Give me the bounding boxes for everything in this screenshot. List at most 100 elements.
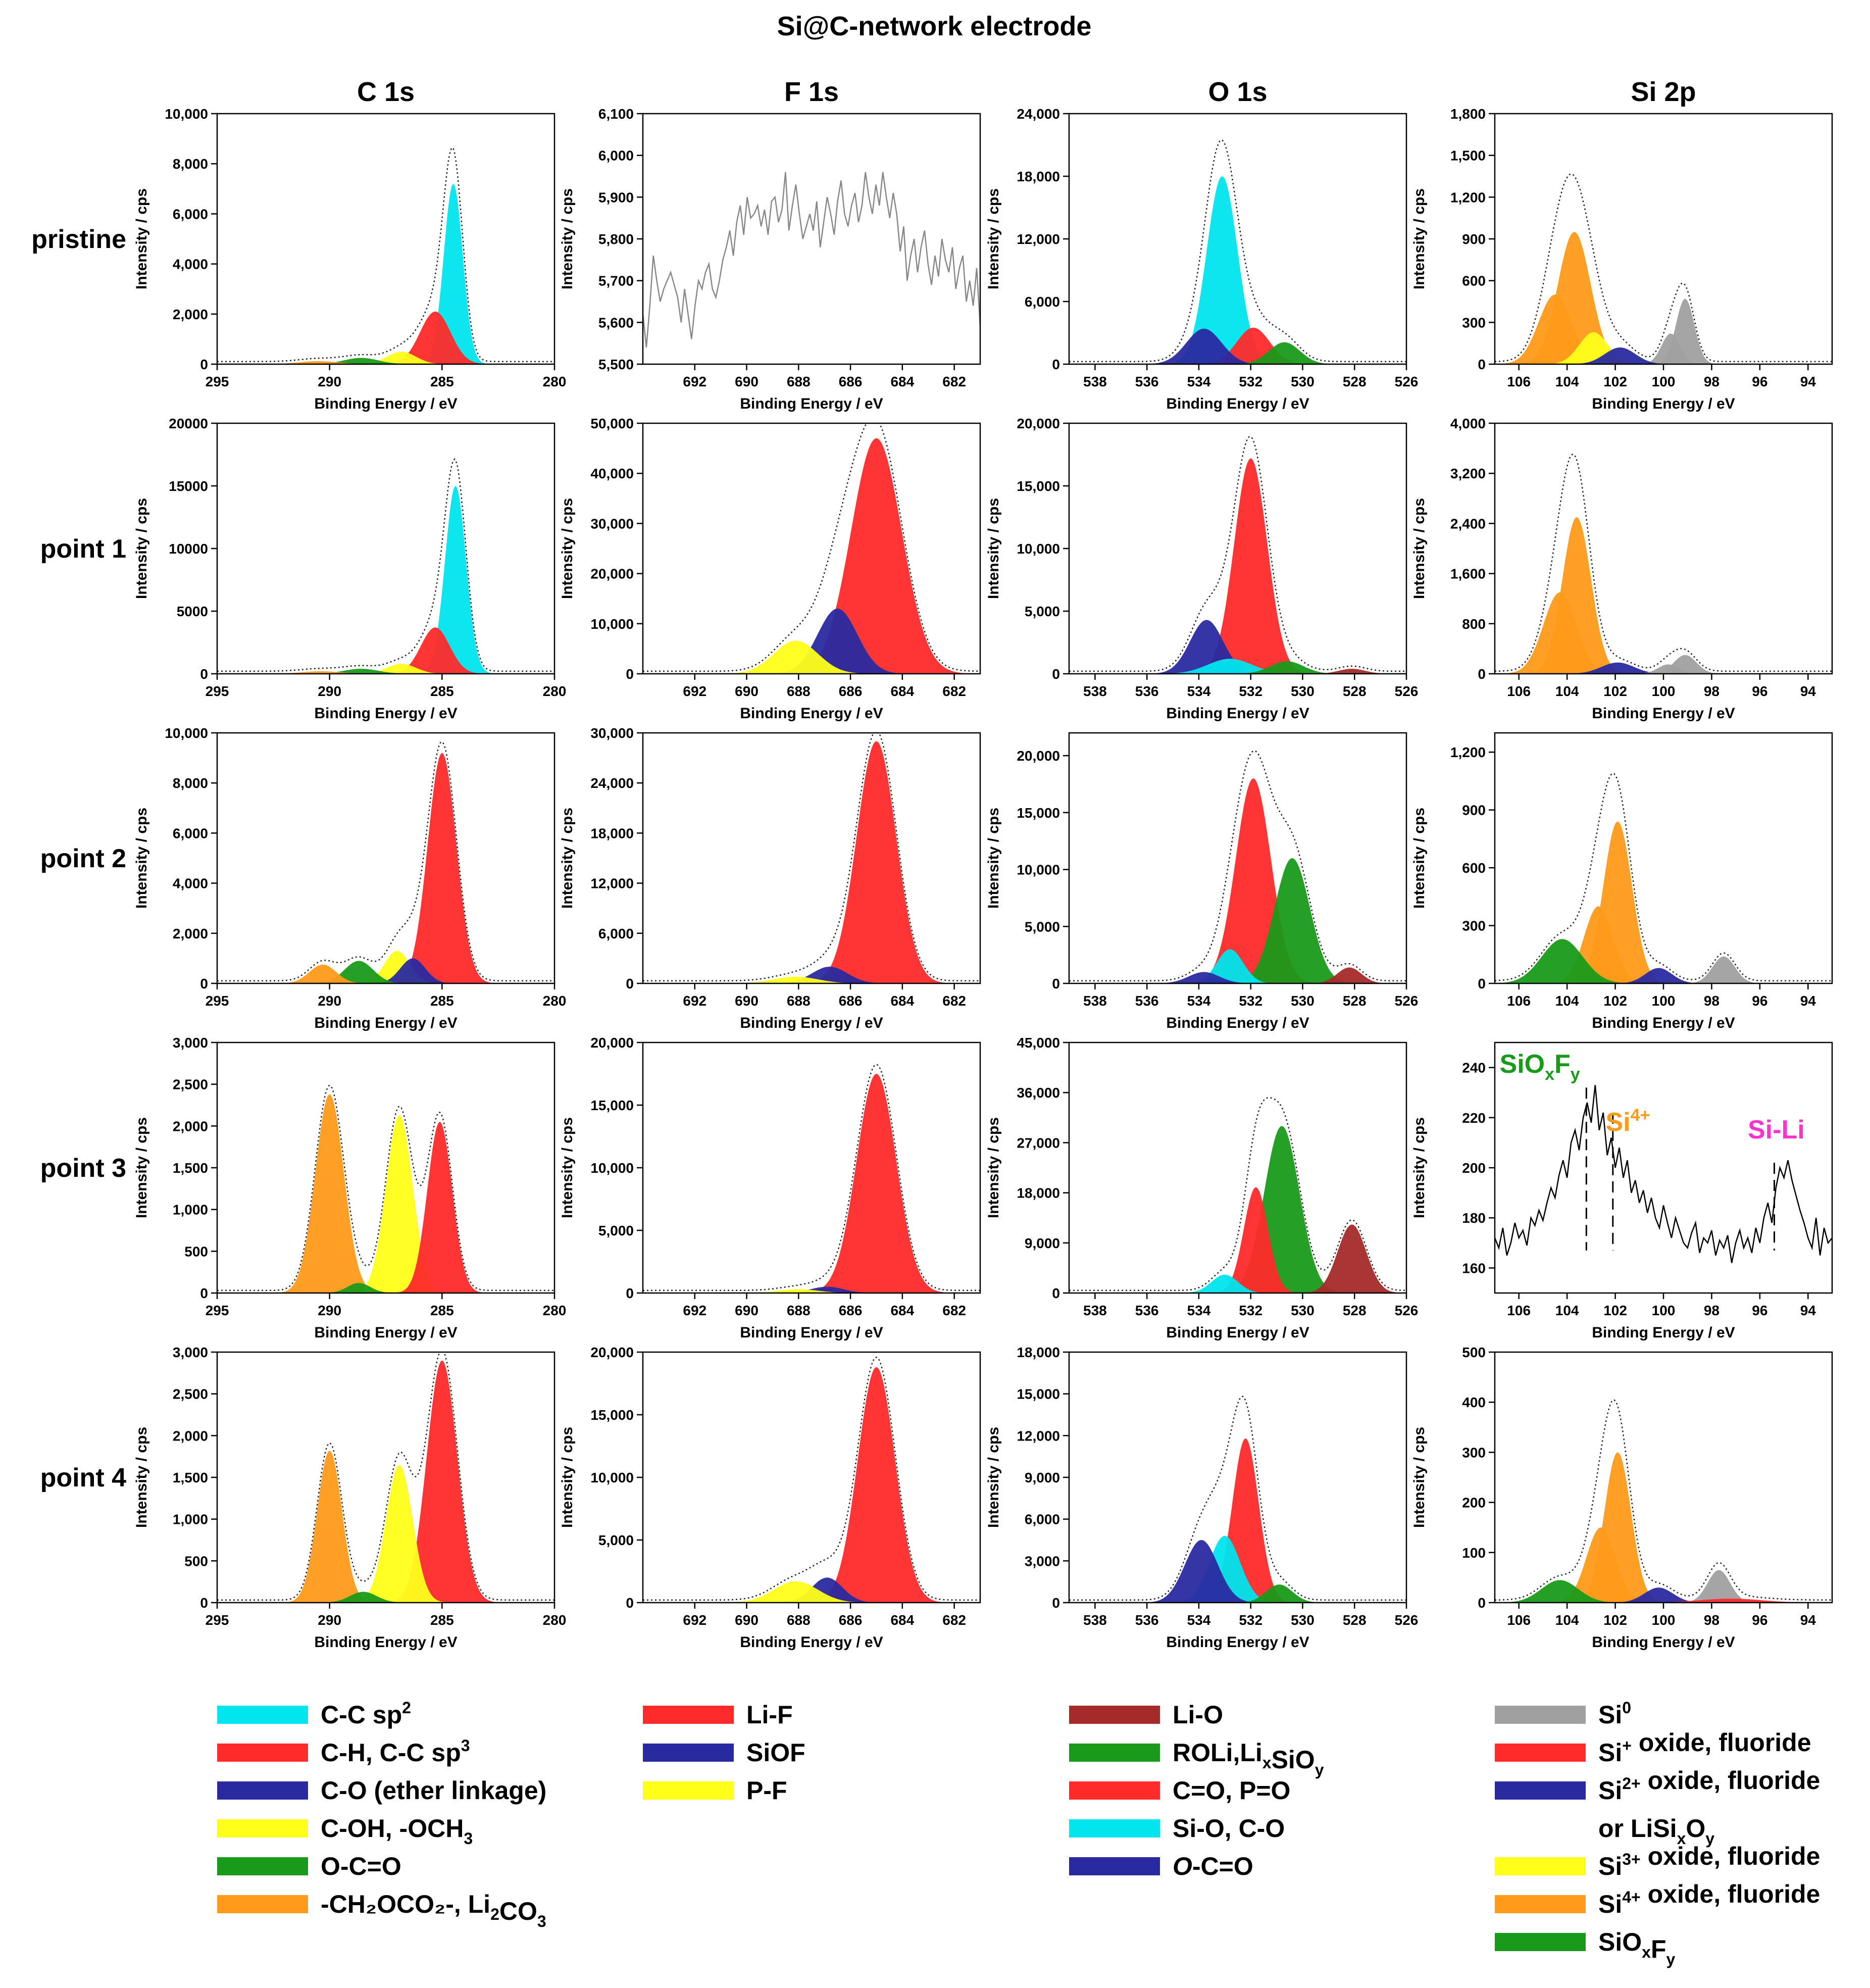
- fit-peak: [1495, 592, 1832, 674]
- column-title: F 1s: [784, 77, 839, 107]
- annotation-sioxfy: SiOxFy: [1500, 1050, 1580, 1084]
- x-tick-label: 532: [1239, 993, 1262, 1009]
- x-tick-label: 285: [430, 374, 454, 389]
- y-tick-label: 10,000: [1017, 541, 1060, 557]
- legend-item: C=O, P=O: [1069, 1776, 1290, 1805]
- x-tick-label: 686: [839, 1612, 863, 1628]
- y-tick-label: 20,000: [590, 1345, 634, 1360]
- plot-area: [643, 172, 980, 348]
- y-tick-label: 1,000: [173, 1202, 208, 1218]
- y-tick-label: 4,000: [173, 257, 208, 272]
- fit-peak: [1069, 1274, 1406, 1293]
- y-tick-label: 3,000: [1025, 1553, 1060, 1569]
- legend-item: Si0: [1495, 1699, 1631, 1729]
- x-axis-label: Binding Energy / eV: [740, 1324, 883, 1341]
- x-tick-label: 684: [890, 1612, 914, 1628]
- legend-swatch: [1495, 1933, 1586, 1951]
- legend-swatch: [1069, 1781, 1160, 1800]
- fit-peak: [643, 1289, 980, 1293]
- legend-swatch: [217, 1857, 308, 1875]
- fit-peak: [1495, 664, 1832, 674]
- panels: 0 2,000 4,000 6,000 8,000 10,000 295 290 285 280 B…: [133, 106, 1833, 1651]
- y-tick-label: 4,000: [173, 876, 208, 891]
- envelope-curve: [217, 740, 554, 982]
- y-tick-label: 300: [1462, 1445, 1486, 1460]
- x-tick-label: 684: [890, 374, 914, 389]
- x-tick-label: 692: [683, 374, 706, 389]
- y-tick-label: 8,000: [173, 775, 208, 791]
- x-tick-label: 532: [1239, 374, 1262, 389]
- x-tick-label: 534: [1187, 374, 1211, 389]
- plot-area: [643, 733, 980, 983]
- legend-swatch: [217, 1706, 308, 1724]
- fit-peak: [1495, 332, 1832, 364]
- y-tick-label: 18,000: [1017, 169, 1060, 184]
- plot-area: [1495, 772, 1832, 983]
- x-tick-label: 536: [1135, 993, 1159, 1009]
- y-axis-label: Intensity / cps: [985, 188, 1002, 289]
- x-tick-label: 688: [787, 683, 811, 699]
- y-axis-label: Intensity / cps: [559, 1117, 576, 1218]
- legend-label: P-F: [746, 1776, 787, 1805]
- x-tick-label: 104: [1555, 683, 1579, 699]
- xps-panel: 0 500 1,000 1,500 2,000 2,500 3,000 295 290 285 28…: [133, 1345, 566, 1651]
- y-tick-label: 50,000: [590, 416, 634, 431]
- legend-item: C-H, C-C sp3: [217, 1736, 470, 1767]
- legend-swatch: [217, 1819, 308, 1837]
- x-tick-label: 104: [1555, 993, 1579, 1009]
- fit-peak: [217, 627, 554, 674]
- legend-item: Si3+ oxide, fluoride: [1495, 1842, 1820, 1880]
- plot-frame: [1068, 732, 1407, 984]
- legend: C-C sp2 C-H, C-C sp3 C-O (ether linkage) C-…: [217, 1699, 1820, 1968]
- y-tick-label: 0: [626, 666, 634, 682]
- row-label: pristine: [31, 225, 126, 254]
- x-tick-label: 98: [1704, 1612, 1720, 1628]
- y-tick-label: 20000: [169, 416, 208, 431]
- y-tick-label: 9,000: [1025, 1470, 1060, 1485]
- x-tick-label: 532: [1239, 1612, 1262, 1628]
- y-tick-label: 500: [184, 1244, 208, 1259]
- x-tick-label: 102: [1603, 683, 1627, 699]
- y-axis-label: Intensity / cps: [559, 188, 576, 289]
- x-axis-label: Binding Energy / eV: [740, 395, 883, 412]
- x-tick-label: 106: [1507, 1612, 1531, 1628]
- x-tick-label: 96: [1752, 993, 1767, 1009]
- y-tick-label: 0: [1478, 1595, 1486, 1611]
- legend-item: P-F: [643, 1776, 787, 1805]
- x-tick-label: 98: [1704, 993, 1720, 1009]
- x-axis-label: Binding Energy / eV: [740, 705, 883, 722]
- x-axis-label: Binding Energy / eV: [1166, 1015, 1309, 1031]
- y-tick-label: 0: [1478, 666, 1486, 682]
- y-tick-label: 20,000: [1017, 416, 1060, 431]
- y-tick-label: 5,500: [598, 357, 634, 372]
- x-axis-label: Binding Energy / eV: [1166, 705, 1309, 722]
- y-tick-label: 0: [1052, 976, 1060, 991]
- x-tick-label: 532: [1239, 1303, 1262, 1318]
- x-tick-label: 100: [1652, 1612, 1676, 1628]
- xps-panel: 0 500 1,000 1,500 2,000 2,500 3,000 295 290 285 28…: [133, 1035, 566, 1341]
- x-tick-label: 280: [543, 1303, 567, 1318]
- x-tick-label: 94: [1800, 1612, 1816, 1628]
- x-tick-label: 280: [543, 374, 567, 389]
- x-tick-label: 106: [1507, 993, 1531, 1009]
- fit-peak: [643, 640, 980, 674]
- x-tick-label: 690: [735, 1303, 759, 1318]
- y-tick-label: 1,600: [1450, 566, 1486, 582]
- spectrum-line: [1495, 1085, 1832, 1263]
- legend-item: Li-O: [1069, 1701, 1223, 1729]
- y-tick-label: 6,000: [173, 825, 208, 841]
- x-tick-label: 686: [839, 683, 863, 699]
- legend-item: Si+ oxide, fluoride: [1495, 1728, 1811, 1767]
- plot-area: [643, 1064, 980, 1293]
- y-tick-label: 5,900: [598, 189, 634, 205]
- x-axis-label: Binding Energy / eV: [1592, 1015, 1735, 1031]
- envelope-curve: [1069, 1097, 1406, 1291]
- fit-peak: [1069, 458, 1406, 674]
- y-tick-label: 2,500: [173, 1077, 208, 1092]
- y-tick-label: 500: [1462, 1345, 1486, 1360]
- x-tick-label: 104: [1555, 374, 1579, 389]
- y-tick-label: 2,000: [173, 1428, 208, 1444]
- legend-item: C-C sp2: [217, 1699, 411, 1729]
- plot-area: [1495, 454, 1832, 674]
- xps-panel: 160 180 200 220 240 106 104 102 100 98 96 94 Binding…: [1411, 1041, 1833, 1341]
